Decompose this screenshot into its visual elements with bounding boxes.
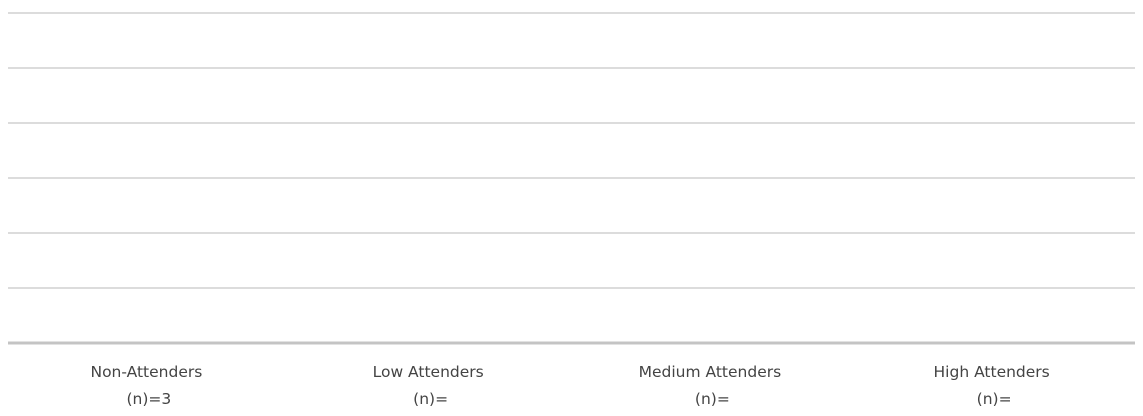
category-name: Low Attenders — [373, 363, 484, 381]
category-count: (n)= — [413, 390, 448, 408]
category-labels: Non-Attenders (n)=3 Low Attenders (n)= M… — [90, 363, 1055, 408]
plot-area — [8, 12, 1135, 345]
category-name: Non-Attenders — [90, 363, 202, 381]
category-name: Medium Attenders — [639, 363, 782, 381]
category-label-low-attenders: Low Attenders (n)= — [373, 363, 489, 408]
category-name: High Attenders — [934, 363, 1050, 381]
category-label-medium-attenders: Medium Attenders (n)= — [639, 363, 787, 408]
gridlines — [8, 12, 1135, 289]
category-count: (n)= — [977, 390, 1012, 408]
category-label-high-attenders: High Attenders (n)= — [934, 363, 1055, 408]
category-count: (n)= — [695, 390, 730, 408]
category-label-non-attenders: Non-Attenders (n)=3 — [90, 363, 207, 408]
category-count: (n)=3 — [126, 390, 171, 408]
